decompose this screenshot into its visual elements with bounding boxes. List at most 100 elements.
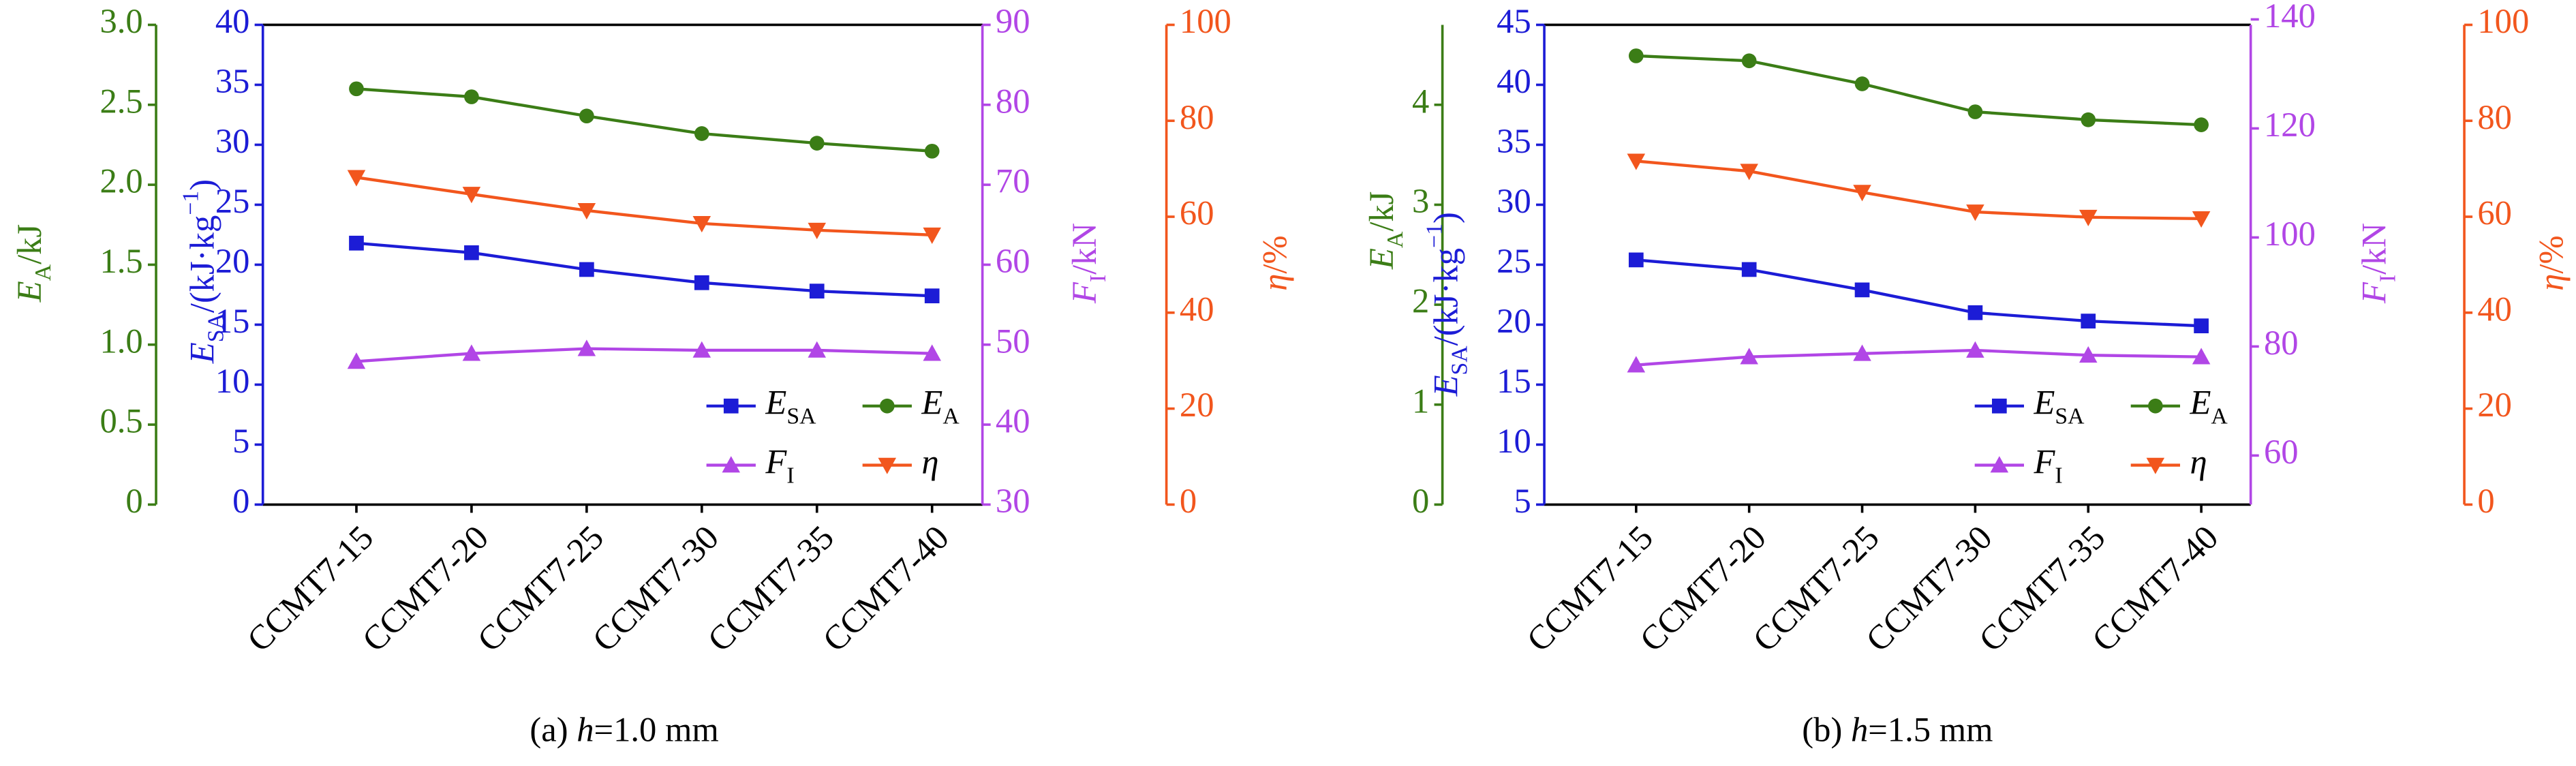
label-part: I <box>2376 275 2401 282</box>
label-part: SA <box>204 313 229 343</box>
y-tick-label: 25 <box>1497 242 1531 280</box>
series-line <box>1636 54 2202 127</box>
label-part: =1.0 mm <box>594 710 719 748</box>
marker <box>1853 344 1871 361</box>
marker <box>1741 262 1757 277</box>
label-part: A <box>942 404 960 429</box>
label-part: F <box>2355 281 2393 304</box>
label-part: /(kJ·kg <box>1426 248 1465 346</box>
y-tick-label: 60 <box>2264 433 2299 471</box>
marker <box>1966 204 1984 221</box>
legend-label: EA <box>921 383 960 429</box>
y-tick-label: 120 <box>2264 106 2316 144</box>
marker <box>692 341 711 358</box>
y-tick-label: 20 <box>215 242 250 280</box>
legend-label: η <box>921 442 938 480</box>
label-part: ) <box>1426 212 1465 224</box>
label-part: /kJ <box>10 224 48 264</box>
y-tick-label: 60 <box>1180 194 1214 232</box>
label-part: F <box>765 442 787 480</box>
y-tick-label: 40 <box>215 2 250 40</box>
marker <box>1967 104 1983 119</box>
y-tick-label: 80 <box>1180 98 1214 136</box>
y-tick-label: 15 <box>215 302 250 340</box>
marker <box>1628 252 1644 268</box>
legend-marker <box>878 457 897 474</box>
y-tick-label: 1.0 <box>99 322 142 360</box>
y-tick-label: 60 <box>996 242 1030 280</box>
y-axis-label: FI/kN <box>1065 223 1111 304</box>
marker <box>577 339 596 356</box>
marker <box>694 126 709 141</box>
x-tick-label: CCMT7-15 <box>240 518 381 659</box>
y-axis-label: η/% <box>1255 235 1293 290</box>
y-tick-label: 30 <box>215 122 250 160</box>
label-part: E <box>765 383 786 421</box>
y-tick-label: 100 <box>2477 2 2529 40</box>
series-line <box>356 87 932 153</box>
series-line <box>1636 348 2202 367</box>
series-line <box>1636 159 2202 221</box>
marker <box>924 143 940 159</box>
y-tick-label: 5 <box>1514 482 1531 520</box>
y-tick-label: 4 <box>1412 82 1429 120</box>
y-tick-label: 35 <box>1497 122 1531 160</box>
y-tick-label: 15 <box>1497 362 1531 400</box>
label-part: η <box>921 442 938 480</box>
label-part: −1 <box>1422 224 1447 248</box>
y-tick-label: 80 <box>2477 98 2512 136</box>
series-line <box>1636 258 2202 328</box>
label-part: /% <box>2532 235 2570 273</box>
y-axis-label: ESA/(kJ·kg−1) <box>179 179 229 364</box>
series-line <box>356 347 932 363</box>
label-part: E <box>10 281 48 303</box>
panel: 00.51.01.52.02.53.0EA/kJ0510152025303540… <box>10 2 1293 748</box>
label-part: A <box>31 264 56 281</box>
marker <box>1854 76 1870 91</box>
label-part: /(kJ·kg <box>183 215 221 313</box>
marker <box>2079 209 2098 226</box>
y-axis-label: EA/kJ <box>10 224 57 303</box>
marker <box>1741 53 1757 69</box>
legend-marker <box>879 398 895 414</box>
marker <box>1627 356 1646 373</box>
caption: (a) h=1.0 mm <box>530 710 718 748</box>
y-tick-label: 1.5 <box>99 242 142 280</box>
y-tick-label: 30 <box>996 482 1030 520</box>
x-tick-label: CCMT7-40 <box>815 518 956 659</box>
y-tick-label: 0 <box>1180 482 1197 520</box>
label-part: /kN <box>1065 223 1103 275</box>
marker <box>2194 117 2209 132</box>
x-tick-label: CCMT7-25 <box>470 518 611 659</box>
y-tick-label: 20 <box>1180 386 1214 424</box>
y-tick-label: 0 <box>232 482 249 520</box>
y-tick-label: 2.0 <box>99 162 142 200</box>
y-tick-label: 3.0 <box>99 2 142 40</box>
marker <box>347 170 366 187</box>
marker <box>349 81 364 97</box>
label-part: E <box>1426 375 1465 397</box>
y-tick-label: 2.5 <box>99 82 142 120</box>
y-tick-label: 10 <box>1497 422 1531 460</box>
label-part: η <box>2532 274 2570 291</box>
y-tick-label: 0.5 <box>99 402 142 440</box>
label-part: SA <box>2055 404 2085 429</box>
label-part: SA <box>786 404 816 429</box>
label-part: I <box>1086 275 1111 282</box>
marker <box>462 187 481 204</box>
marker <box>2081 313 2096 328</box>
legend-label: FI <box>765 442 794 489</box>
label-part: F <box>1065 281 1103 304</box>
legend-marker <box>1991 398 2007 414</box>
legend-marker <box>2146 457 2165 474</box>
marker <box>1740 164 1758 181</box>
marker <box>692 216 711 233</box>
y-tick-label: 2 <box>1412 282 1429 320</box>
label-part: F <box>2033 442 2055 480</box>
marker <box>1628 48 1644 63</box>
marker <box>2192 348 2211 365</box>
marker <box>349 235 364 251</box>
y-axis-label: ESA/(kJ·kg−1) <box>1422 212 1473 397</box>
